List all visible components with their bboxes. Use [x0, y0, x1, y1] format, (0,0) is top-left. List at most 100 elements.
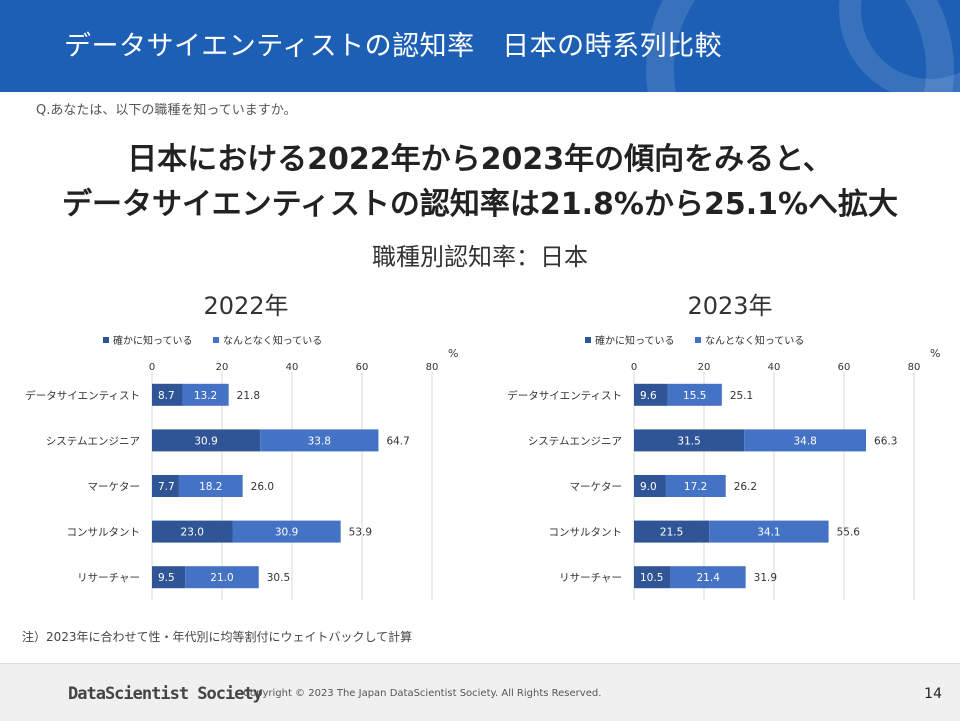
category-label: リサーチャー [559, 572, 622, 584]
bar-value-label: 17.2 [684, 481, 707, 493]
bar-segment-series-2 [232, 520, 341, 543]
bar-value-label: 9.5 [158, 572, 175, 584]
header-banner: データサイエンティストの認知率 日本の時系列比較 [0, 0, 960, 92]
bar-group: マーケター 7.7 18.2 26.0 [88, 475, 274, 497]
bar-group: システムエンジニア 31.5 34.8 66.3 [528, 429, 897, 452]
x-tick-label: 20 [698, 362, 711, 373]
bar-group: システムエンジニア 30.9 33.8 64.7 [46, 429, 410, 452]
legend-label-2: なんとなく知っている [223, 334, 322, 347]
bar-segment-series-1 [152, 429, 261, 452]
bar-segment-series-1 [152, 475, 179, 497]
bar-value-label: 21.0 [210, 572, 233, 584]
bar-value-label: 34.8 [793, 435, 816, 447]
legend-swatch-2 [213, 337, 219, 343]
bar-value-label: 21.4 [697, 572, 721, 584]
chart-legend: 確かに知っている なんとなく知っている [103, 334, 322, 347]
bar-total-label: 53.9 [349, 527, 372, 539]
chart-title-2023: 2023年 [687, 292, 773, 320]
legend-swatch-1 [585, 337, 591, 343]
x-tick-label: 60 [356, 362, 369, 373]
bar-segment-series-2 [260, 429, 379, 452]
bar-value-label: 33.8 [308, 435, 331, 447]
bar-value-label: 8.7 [158, 390, 175, 402]
bar-total-label: 26.2 [734, 481, 757, 493]
bar-group: データサイエンティスト 8.7 13.2 21.8 [25, 383, 260, 406]
axis-unit-label: % [448, 347, 458, 360]
bar-segment-series-1 [634, 429, 745, 452]
headline-line-2: データサイエンティストの認知率は21.8%から25.1%へ拡大 [61, 187, 899, 222]
legend-label-2: なんとなく知っている [705, 334, 804, 347]
bar-segment-series-1 [634, 383, 668, 406]
bar-group: マーケター 9.0 17.2 26.2 [570, 475, 757, 497]
bar-value-label: 34.1 [757, 527, 780, 539]
chart-title-2022: 2022年 [203, 292, 289, 320]
bar-segment-series-1 [152, 383, 183, 406]
bar-total-label: 25.1 [730, 390, 753, 402]
bar-segment-series-1 [634, 475, 666, 497]
header-decoration [646, 0, 960, 92]
bar-segment-series-1 [634, 520, 710, 543]
bar-segment-series-1 [152, 566, 186, 589]
chart-legend: 確かに知っている なんとなく知っている [585, 334, 804, 347]
bar-segment-series-1 [634, 566, 671, 589]
bar-total-label: 26.0 [251, 481, 274, 493]
bar-segment-series-1 [152, 520, 233, 543]
bar-group: コンサルタント 23.0 30.9 53.9 [67, 520, 372, 543]
bar-value-label: 23.0 [181, 527, 204, 539]
bar-total-label: 55.6 [837, 527, 861, 539]
bar-segment-series-2 [665, 475, 726, 497]
bar-segment-series-2 [670, 566, 746, 589]
x-tick-label: 80 [426, 362, 439, 373]
bar-segment-series-2 [182, 383, 229, 406]
category-label: システムエンジニア [46, 435, 140, 447]
chart-2022: 確かに知っている なんとなく知っている% 0 20 40 60 80 データサイエンティスト 8… [25, 334, 458, 600]
x-tick-label: 80 [908, 362, 921, 373]
x-tick-label: 60 [838, 362, 851, 373]
bar-total-label: 21.8 [237, 390, 260, 402]
legend-label-1: 確かに知っている [113, 334, 193, 347]
bar-total-label: 66.3 [874, 435, 897, 447]
footer-copyright: Copyright © 2023 The Japan DataScientist… [243, 688, 602, 699]
category-label: マーケター [88, 481, 141, 493]
bar-value-label: 31.5 [677, 435, 700, 447]
category-label: コンサルタント [67, 527, 141, 539]
footer: DataScientist Society Copyright © 2023 T… [0, 663, 960, 721]
footnote: 注）2023年に合わせて性・年代別に均等割付にウェイトバックして計算 [22, 630, 413, 644]
chart-2023: 確かに知っている なんとなく知っている% 0 20 40 60 80 データサイエンティスト 9… [507, 334, 940, 600]
category-label: データサイエンティスト [507, 389, 622, 402]
survey-question: Q.あなたは、以下の職種を知っていますか。 [36, 103, 297, 118]
bar-group: コンサルタント 21.5 34.1 55.6 [549, 520, 861, 543]
bar-segment-series-2 [667, 383, 722, 406]
category-label: データサイエンティスト [25, 389, 140, 402]
category-label: リサーチャー [77, 572, 140, 584]
page-title: データサイエンティストの認知率 日本の時系列比較 [64, 31, 723, 62]
x-tick-label: 0 [149, 362, 155, 373]
bar-value-label: 30.9 [194, 435, 217, 447]
bar-value-label: 10.5 [640, 572, 663, 584]
bar-value-label: 7.7 [158, 481, 175, 493]
bar-value-label: 15.5 [683, 390, 706, 402]
bar-value-label: 13.2 [194, 390, 217, 402]
bar-segment-series-2 [185, 566, 259, 589]
x-tick-label: 20 [216, 362, 229, 373]
headline-line-1: 日本における2022年から2023年の傾向をみると、 [127, 142, 833, 177]
axis-unit-label: % [930, 347, 940, 360]
bar-value-label: 18.2 [199, 481, 222, 493]
category-label: マーケター [570, 481, 623, 493]
footer-logo: DataScientist Society [68, 684, 263, 704]
bar-total-label: 31.9 [754, 572, 777, 584]
bar-value-label: 9.0 [640, 481, 657, 493]
bar-group: リサーチャー 9.5 21.0 30.5 [77, 566, 290, 589]
chart-subtitle: 職種別認知率：日本 [372, 243, 588, 271]
bar-total-label: 64.7 [386, 435, 409, 447]
x-tick-label: 40 [768, 362, 781, 373]
bar-segment-series-2 [709, 520, 829, 543]
legend-swatch-1 [103, 337, 109, 343]
category-label: コンサルタント [549, 527, 623, 539]
category-label: システムエンジニア [528, 435, 622, 447]
x-tick-label: 0 [631, 362, 637, 373]
bar-segment-series-2 [744, 429, 867, 452]
bar-group: リサーチャー 10.5 21.4 31.9 [559, 566, 777, 589]
bar-total-label: 30.5 [267, 572, 290, 584]
legend-swatch-2 [695, 337, 701, 343]
